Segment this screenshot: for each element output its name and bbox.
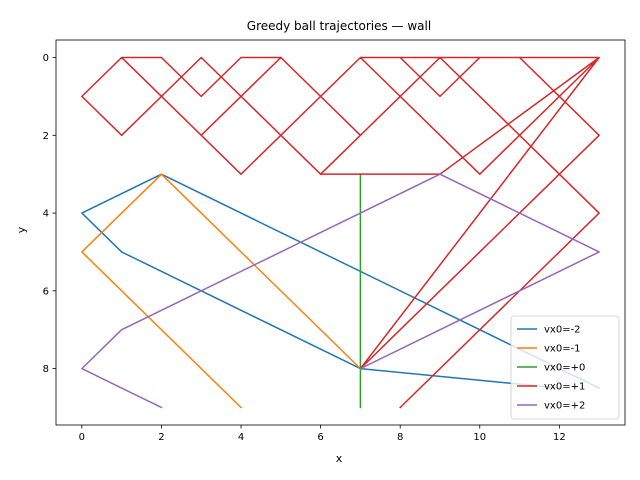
x-tick-label: 2 bbox=[158, 432, 164, 443]
legend-label-2: vx0=+0 bbox=[544, 363, 585, 374]
y-axis: 0 2 4 6 8 bbox=[43, 53, 56, 375]
legend-label-3: vx0=+1 bbox=[544, 382, 585, 393]
y-tick-label: 4 bbox=[43, 209, 49, 220]
legend-box bbox=[510, 315, 620, 420]
x-tick-label: 0 bbox=[79, 432, 85, 443]
x-tick-label: 6 bbox=[317, 432, 323, 443]
x-tick-label: 10 bbox=[473, 432, 486, 443]
plot-frame bbox=[55, 39, 626, 426]
legend-label-4: vx0=+2 bbox=[544, 401, 585, 412]
y-axis-label: y bbox=[15, 226, 28, 233]
chart-title: Greedy ball trajectories — wall bbox=[247, 19, 431, 33]
series-line-3 bbox=[81, 56, 600, 409]
legend: vx0=-2 vx0=-1 vx0=+0 vx0=+1 vx0=+2 bbox=[510, 315, 620, 420]
plot-area bbox=[55, 39, 626, 426]
y-tick-label: 6 bbox=[43, 286, 49, 297]
y-tick-label: 8 bbox=[43, 364, 49, 375]
legend-label-1: vx0=-1 bbox=[544, 344, 581, 355]
y-tick-label: 2 bbox=[43, 131, 49, 142]
x-tick-label: 4 bbox=[238, 432, 244, 443]
x-tick-label: 12 bbox=[553, 432, 566, 443]
x-axis-label: x bbox=[336, 452, 343, 465]
series-line-1 bbox=[81, 173, 362, 409]
y-tick-label: 0 bbox=[43, 53, 49, 64]
series-line-4 bbox=[81, 173, 600, 409]
x-tick-label: 8 bbox=[397, 432, 403, 443]
x-axis: 0 2 4 6 8 10 12 bbox=[79, 425, 566, 443]
legend-label-0: vx0=-2 bbox=[544, 325, 581, 336]
